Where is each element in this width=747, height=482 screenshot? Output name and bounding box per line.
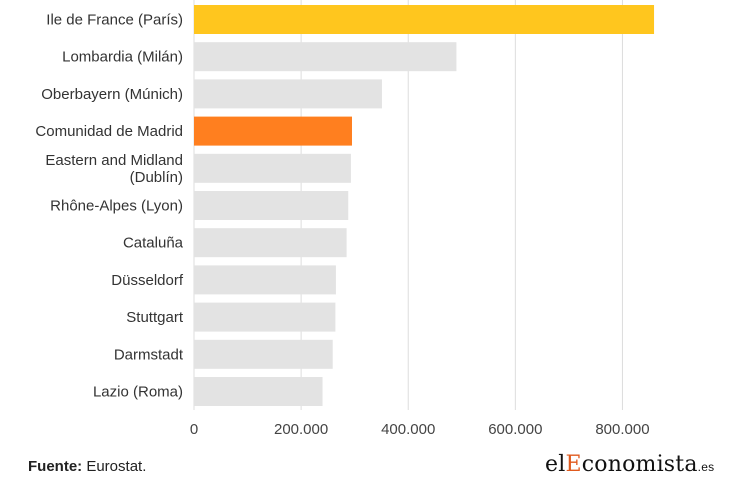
bar [194,42,457,72]
x-tick-label: 800.000 [595,421,649,438]
category-label: Oberbayern (Múnich) [41,86,183,103]
category-label: (Dublín) [130,169,183,186]
x-tick-label: 400.000 [381,421,435,438]
logo-prefix: el [545,452,566,477]
eleconomista-logo: elEconomista.es [545,452,714,477]
source-text: Eurostat. [82,458,147,475]
category-label: Rhône-Alpes (Lyon) [50,198,183,215]
bar-chart: Ile de France (París) Lombardia (Milán) Ob… [35,0,655,438]
bar [194,302,336,332]
category-label: Ile de France (París) [46,12,183,29]
category-label: Lazio (Roma) [93,384,183,401]
category-label: Stuttgart [126,309,184,326]
bar [194,79,382,109]
bar [194,339,333,369]
bar [194,228,347,258]
bar [194,191,349,220]
x-tick-label: 0 [190,421,198,438]
category-label: Comunidad de Madrid [35,123,183,140]
category-label: Eastern and Midland [45,152,183,169]
x-tick-label: 200.000 [274,421,328,438]
category-label: Cataluña [123,235,184,252]
source-note: Fuente: Eurostat. [28,458,146,475]
logo-accent: E [565,452,582,477]
bar [194,377,323,406]
bar [194,116,352,146]
bar [194,5,655,34]
category-label: Lombardia (Milán) [62,49,183,66]
category-label: Düsseldorf [111,272,184,289]
bars [194,5,655,406]
source-label: Fuente: [28,458,83,475]
category-labels: Ile de France (París) Lombardia (Milán) Ob… [35,12,183,401]
logo-main: conomista [581,452,698,477]
category-label: Darmstadt [114,346,184,363]
bar [194,153,351,183]
logo-suffix: .es [697,460,715,474]
bar [194,265,336,295]
x-axis-ticks: 0 200.000 400.000 600.000 800.000 [190,421,650,438]
x-tick-label: 600.000 [488,421,542,438]
